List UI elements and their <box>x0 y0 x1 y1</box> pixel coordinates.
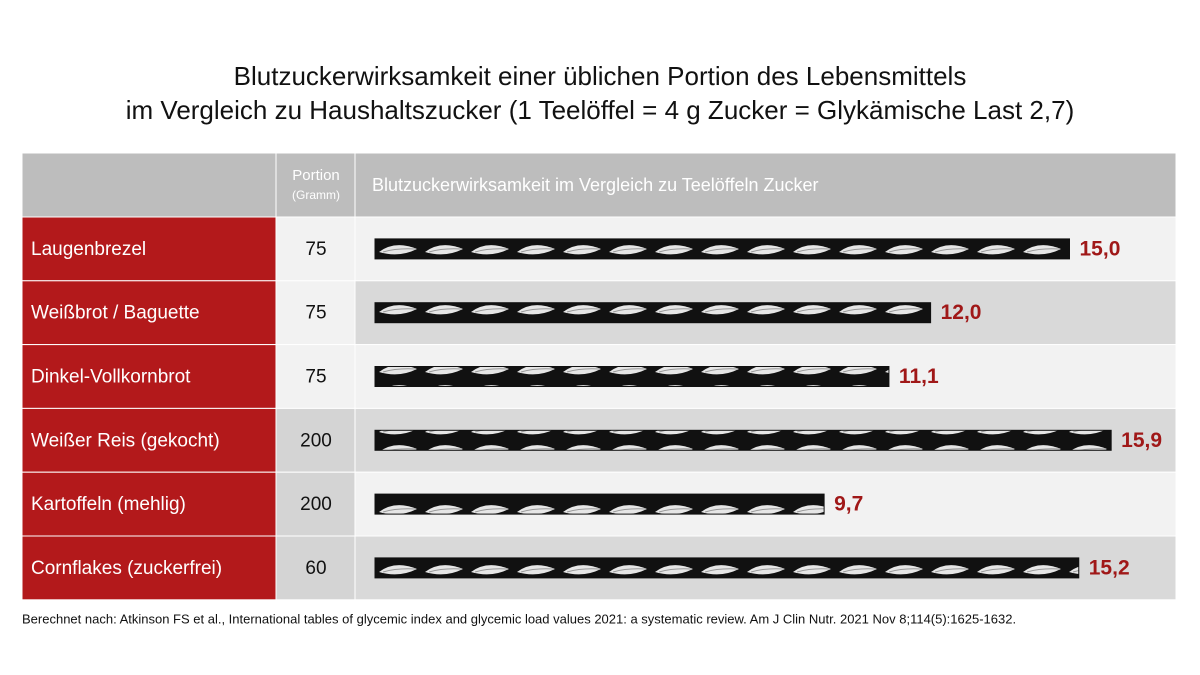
value-label: 15,2 <box>1089 556 1130 579</box>
source: Berechnet nach: Atkinson FS et al., Inte… <box>22 611 1016 626</box>
row-label: Weißbrot / Baguette <box>31 303 200 324</box>
header-bars: Blutzuckerwirksamkeit im Vergleich zu Te… <box>372 175 819 195</box>
portion: 75 <box>305 239 326 260</box>
bar <box>374 429 1112 451</box>
portion: 75 <box>305 303 326 324</box>
label-cell <box>21 535 277 601</box>
portion: 200 <box>300 430 332 451</box>
portion-cell <box>275 407 356 473</box>
bar <box>374 493 825 515</box>
label-cell <box>21 407 277 473</box>
header-portion-unit: (Gramm) <box>292 188 340 202</box>
chart-title: Blutzuckerwirksamkeit einer üblichen Por… <box>234 61 967 91</box>
row-label: Cornflakes (zuckerfrei) <box>31 558 222 579</box>
portion-cell <box>275 471 356 537</box>
portion: 60 <box>305 558 326 579</box>
value-label: 11,1 <box>899 365 939 388</box>
bar <box>374 557 1080 579</box>
portion-cell <box>275 280 356 346</box>
row-label: Laugenbrezel <box>31 239 146 260</box>
portion-cell <box>275 216 356 282</box>
row-label: Dinkel-Vollkornbrot <box>31 367 191 388</box>
bar <box>374 366 890 387</box>
chart-subtitle: im Vergleich zu Haushaltszucker (1 Teelö… <box>126 95 1074 125</box>
value-label: 9,7 <box>834 493 863 516</box>
label-cell <box>21 471 277 537</box>
portion-cell <box>275 535 356 601</box>
header-portion: Portion <box>292 167 340 184</box>
label-cell <box>21 216 277 282</box>
portion: 200 <box>300 494 332 515</box>
value-label: 15,0 <box>1080 237 1121 260</box>
bar <box>374 302 932 324</box>
bar <box>374 238 1070 260</box>
row-label: Weißer Reis (gekocht) <box>31 430 220 451</box>
header-row <box>21 152 1177 218</box>
portion: 75 <box>305 367 326 388</box>
value-label: 15,9 <box>1121 429 1162 452</box>
value-label: 12,0 <box>941 301 982 324</box>
row-label: Kartoffeln (mehlig) <box>31 494 186 515</box>
